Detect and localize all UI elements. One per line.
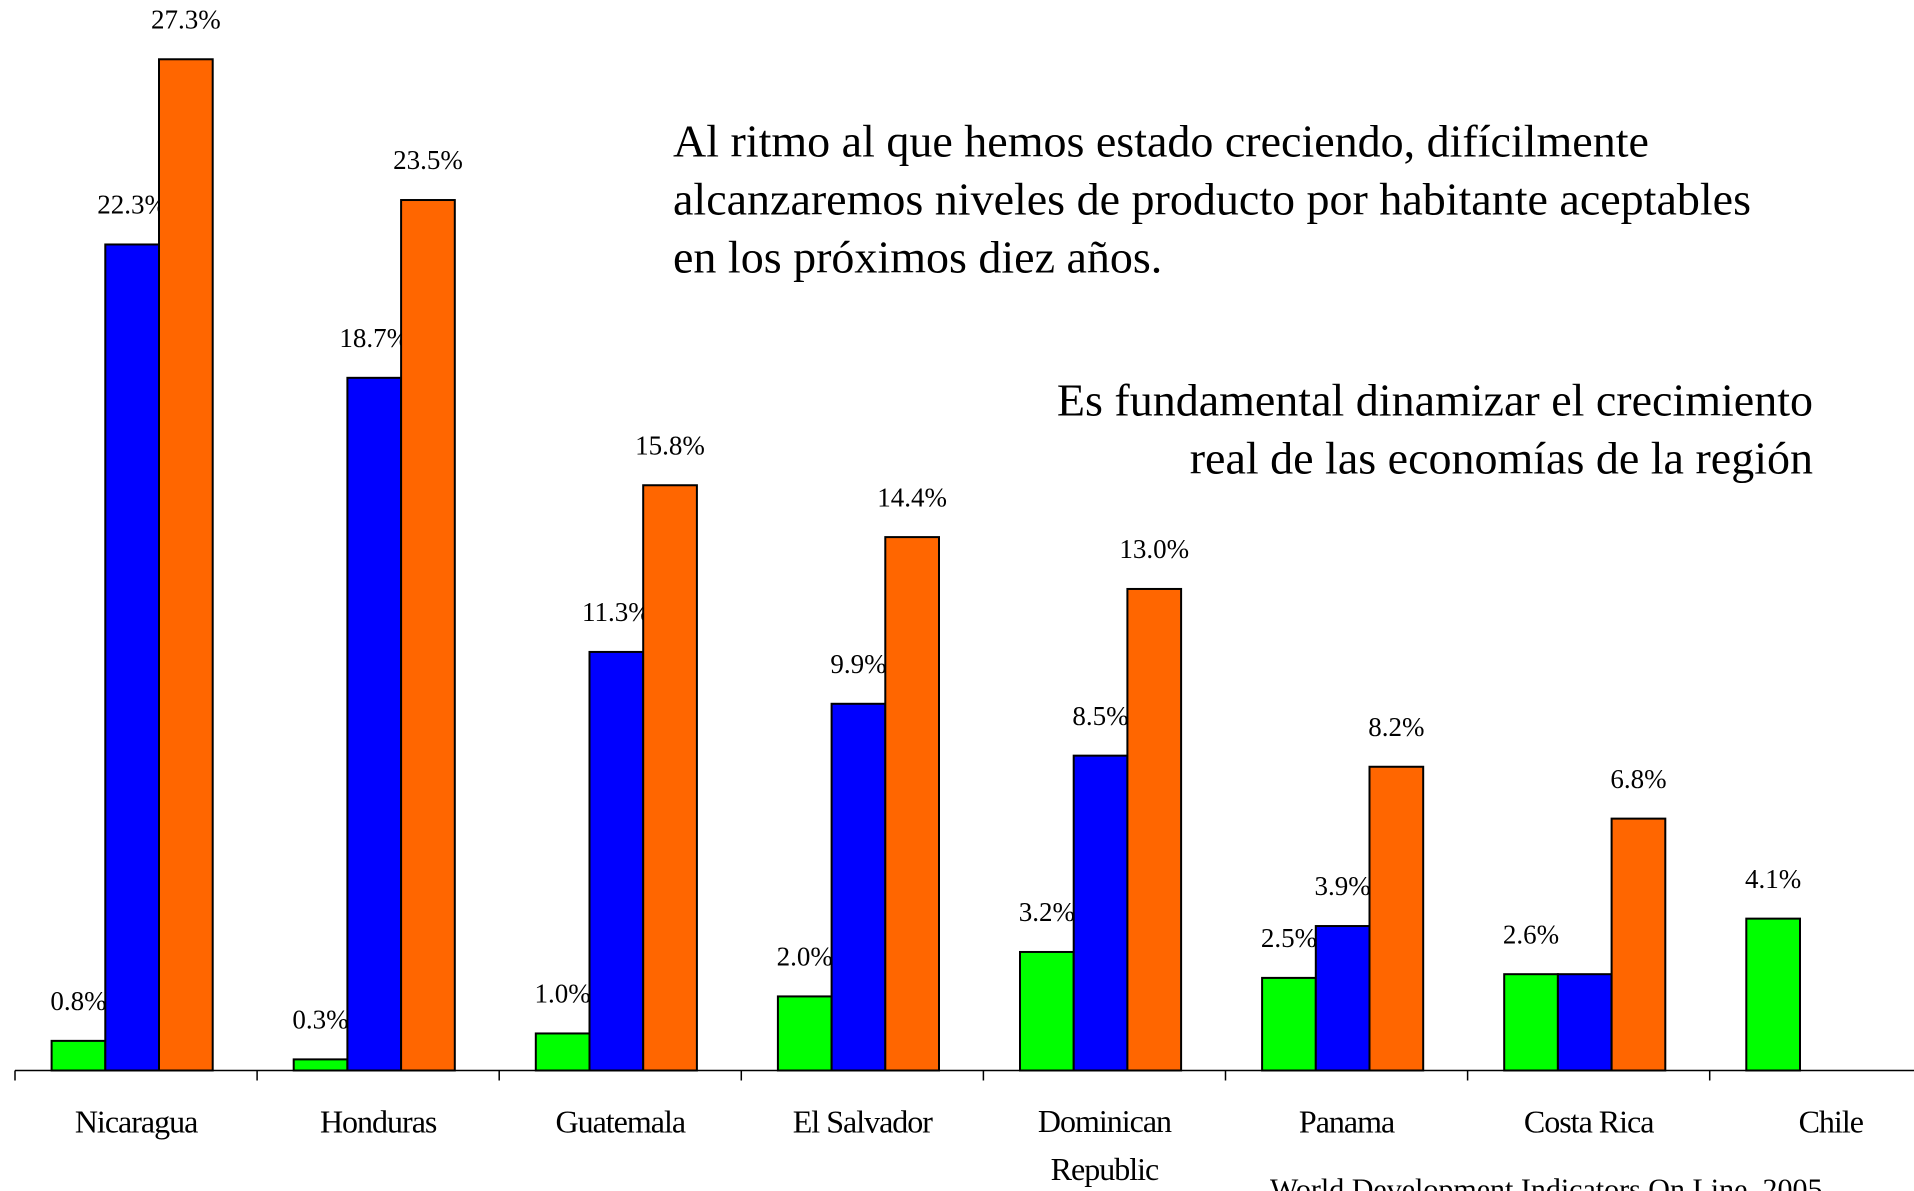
annotation: alcanzaremos niveles de producto por hab…	[673, 174, 1751, 225]
value-label: 0.8%	[50, 986, 106, 1016]
value-label: 3.2%	[1019, 897, 1075, 927]
bar	[292, 1058, 349, 1072]
bar	[400, 199, 456, 1072]
x-tick-label: El Salvador	[793, 1103, 934, 1139]
bar	[1745, 917, 1802, 1072]
bar	[50, 1039, 107, 1072]
bar	[346, 376, 403, 1072]
bar	[776, 995, 833, 1072]
bar	[1556, 973, 1613, 1072]
annotation: en los próximos diez años.	[673, 232, 1162, 283]
bar	[830, 702, 887, 1072]
annotation: Es fundamental dinamizar el crecimiento	[1057, 375, 1813, 426]
annotation: real de las economías de la región	[1190, 433, 1813, 484]
value-label: 11.3%	[582, 597, 651, 627]
bar	[158, 58, 214, 1072]
annotation: Al ritmo al que hemos estado creciendo, …	[673, 116, 1649, 167]
bar	[1314, 925, 1371, 1072]
bar	[104, 243, 161, 1072]
value-label: 2.6%	[1503, 919, 1559, 949]
value-label: 0.3%	[292, 1005, 348, 1035]
value-label: 6.8%	[1610, 764, 1666, 794]
value-label: 8.2%	[1368, 712, 1424, 742]
x-tick-label: Costa Rica	[1524, 1103, 1654, 1139]
value-label: 2.0%	[777, 942, 833, 972]
value-label: 13.0%	[1119, 534, 1189, 564]
x-tick-label: Panama	[1299, 1103, 1395, 1139]
value-label: 15.8%	[635, 430, 705, 460]
bar	[1503, 973, 1559, 1072]
value-label: 27.3%	[151, 4, 221, 34]
x-tick-label: Honduras	[320, 1103, 437, 1139]
bar	[534, 1032, 591, 1072]
value-label: 4.1%	[1745, 864, 1801, 894]
bar	[588, 650, 645, 1072]
bar	[1072, 754, 1129, 1072]
x-tick-label: Dominican Republic	[1038, 1103, 1172, 1187]
bar	[1019, 950, 1075, 1072]
x-tick-label: Chile	[1799, 1103, 1864, 1139]
bar	[642, 484, 698, 1072]
bar	[1610, 817, 1667, 1072]
value-label: 22.3%	[97, 190, 167, 220]
bar	[1368, 765, 1425, 1072]
bar	[1261, 976, 1317, 1072]
x-tick-label: Guatemala	[555, 1103, 685, 1139]
value-label: 8.5%	[1072, 701, 1128, 731]
value-label: 14.4%	[877, 482, 947, 512]
bar	[1126, 587, 1183, 1072]
x-tick-label: Nicaragua	[75, 1103, 198, 1139]
bar	[884, 536, 940, 1072]
value-label: 18.7%	[339, 323, 409, 353]
value-label: 9.9%	[830, 649, 886, 679]
value-label: 3.9%	[1315, 871, 1371, 901]
value-label: 1.0%	[535, 979, 591, 1009]
source-note: World Development Indicators On Line, 20…	[1270, 1173, 1822, 1191]
value-label: 23.5%	[393, 145, 463, 175]
value-label: 2.5%	[1261, 923, 1317, 953]
